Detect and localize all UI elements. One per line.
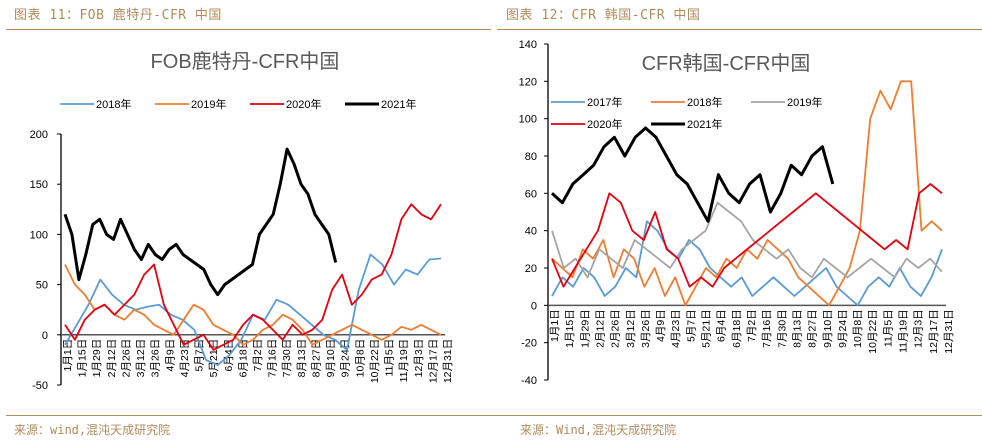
y-tick-label: -50 <box>32 380 48 392</box>
y-tick-label: 140 <box>519 39 537 51</box>
x-tick-label: 11月19日 <box>898 309 910 353</box>
chart-fob-rotterdam-cfr-china: FOB鹿特丹-CFR中国 -50 0 50 100 150 200 1月1日 1月15日 1月29… <box>30 50 454 392</box>
x-tick-label: 9月24日 <box>837 309 849 348</box>
x-tick-label: 9月24日 <box>340 339 352 378</box>
bottom-rule <box>6 415 982 416</box>
legend-label: 2020年 <box>587 117 622 131</box>
y-tick-label: 100 <box>30 229 48 241</box>
x-tick-label: 7月2日 <box>746 309 758 342</box>
y-tick-label: 120 <box>519 76 537 88</box>
x-tick-label: 8月13日 <box>791 309 803 348</box>
x-tick-label: 4月9日 <box>164 339 176 372</box>
x-tick-label: 6月18日 <box>731 309 743 348</box>
x-tick-label: 4月9日 <box>655 309 667 342</box>
x-tick-label: 4月23日 <box>670 309 682 348</box>
x-tick-label: 2月26日 <box>120 339 132 378</box>
x-tick-label: 7月30日 <box>281 339 293 378</box>
x-tick-label: 5月7日 <box>685 309 697 342</box>
x-tick-label: 3月12日 <box>625 309 637 348</box>
series-line-2020年 <box>551 183 943 288</box>
x-tick-label: 8月27日 <box>807 309 819 348</box>
x-tick-label: 11月5日 <box>384 339 396 377</box>
y-tick-label: 100 <box>519 114 537 126</box>
x-tick-label: 12月3日 <box>413 339 425 378</box>
legend-label: 2019年 <box>191 97 226 111</box>
y-tick-label: 20 <box>525 263 537 275</box>
x-tick-label: 2月26日 <box>610 309 622 348</box>
x-tick-label: 3月26日 <box>150 339 162 378</box>
chart-title: CFR韩国-CFR中国 <box>642 52 811 75</box>
figure-caption-11: 图表 11：FOB 鹿特丹-CFR 中国 <box>14 8 222 23</box>
x-tick-label: 12月3日 <box>913 309 925 348</box>
y-tick-label: -40 <box>521 375 537 387</box>
x-tick-label: 12月31日 <box>442 339 454 383</box>
x-tick-label: 7月30日 <box>776 309 788 348</box>
x-tick-label: 1月1日 <box>62 339 74 372</box>
x-tick-label: 10月22日 <box>867 309 879 353</box>
x-tick-label: 9月10日 <box>822 309 834 348</box>
x-tick-label: 10月22日 <box>369 339 381 383</box>
x-tick-label: 6月4日 <box>716 309 728 342</box>
x-tick-label: 7月16日 <box>761 309 773 348</box>
x-tick-label: 4月23日 <box>179 339 191 378</box>
legend-label: 2018年 <box>687 95 722 109</box>
x-tick-label: 10月8日 <box>852 309 864 348</box>
legend-label: 2018年 <box>96 97 131 111</box>
y-tick-label: 60 <box>525 188 537 200</box>
x-tick-label: 1月29日 <box>579 309 591 348</box>
x-tick-label: 5月21日 <box>701 309 713 348</box>
x-tick-label: 1月29日 <box>91 339 103 378</box>
x-tick-label: 7月2日 <box>252 339 264 372</box>
x-tick-label: 1月15日 <box>564 309 576 348</box>
x-tick-label: 9月10日 <box>325 339 337 378</box>
x-tick-label: 12月17日 <box>928 309 940 353</box>
legend-label: 2021年 <box>381 97 416 111</box>
y-tick-label: 80 <box>525 151 537 163</box>
y-tick-label: 50 <box>36 280 48 292</box>
chart-title: FOB鹿特丹-CFR中国 <box>151 50 340 73</box>
series-line-2017年 <box>551 220 943 307</box>
y-tick-label: 40 <box>525 226 537 238</box>
y-tick-label: 150 <box>30 179 48 191</box>
top-rule-left <box>6 29 491 30</box>
x-tick-label: 3月12日 <box>135 339 147 378</box>
x-tick-label: 10月8日 <box>354 339 366 378</box>
x-tick-label: 8月27日 <box>310 339 322 378</box>
x-tick-label: 2月12日 <box>106 339 118 378</box>
top-rule-right <box>497 29 982 30</box>
legend-label: 2017年 <box>587 95 622 109</box>
figure-caption-12: 图表 12：CFR 韩国-CFR 中国 <box>506 8 701 23</box>
legend-label: 2019年 <box>787 95 822 109</box>
x-tick-label: 11月5日 <box>882 309 894 347</box>
series-line-2019年 <box>551 201 943 279</box>
y-tick-label: 0 <box>42 330 48 342</box>
x-tick-label: 5月7日 <box>194 339 206 372</box>
y-tick-label: -20 <box>521 338 537 350</box>
x-tick-label: 11月19日 <box>398 339 410 383</box>
x-tick-label: 8月13日 <box>296 339 308 378</box>
x-tick-label: 7月16日 <box>267 339 279 378</box>
series-line-2021年 <box>63 147 338 297</box>
x-tick-label: 1月1日 <box>549 309 561 342</box>
y-tick-label: 0 <box>531 300 537 312</box>
x-tick-label: 12月17日 <box>427 339 439 383</box>
series-line-2021年 <box>550 126 835 223</box>
legend-label: 2021年 <box>687 117 722 131</box>
source-note-11: 来源：wind,混沌天成研究院 <box>14 423 171 437</box>
legend-label: 2020年 <box>286 97 321 111</box>
x-tick-label: 2月12日 <box>594 309 606 348</box>
series-line-2019年 <box>64 264 442 346</box>
y-tick-label: 200 <box>30 129 48 141</box>
x-tick-label: 12月31日 <box>943 309 955 353</box>
x-tick-label: 3月26日 <box>640 309 652 348</box>
source-note-12: 来源：Wind,混沌天成研究院 <box>520 423 677 437</box>
x-tick-label: 1月15日 <box>77 339 89 378</box>
x-tick-label: 6月18日 <box>237 339 249 378</box>
series-line-2020年 <box>64 203 442 351</box>
